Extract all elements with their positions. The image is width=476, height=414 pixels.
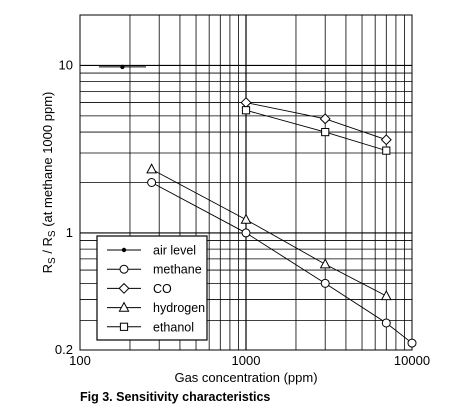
- legend-item-dot: air level: [107, 244, 196, 258]
- legend-label: ethanol: [153, 320, 194, 334]
- legend-label: CO: [153, 282, 172, 296]
- series-line-diamond: [245, 102, 387, 141]
- series-dot: [98, 64, 147, 70]
- data-point-triangle: [240, 213, 252, 224]
- legend-item-diamond: CO: [107, 282, 172, 296]
- series-circle: [147, 178, 417, 348]
- series-diamond: [240, 97, 392, 146]
- x-axis-label: Gas concentration (ppm): [174, 370, 317, 385]
- data-point-diamond: [319, 113, 331, 125]
- y-tick-labels: 0.2 1 10: [55, 57, 73, 357]
- y-label-s1: S: [47, 257, 58, 264]
- data-point-dot: [120, 64, 125, 70]
- data-point-circle: [407, 338, 417, 348]
- plot-frame: [79, 14, 413, 351]
- legend: air level methane CO hydrogen ethanol: [96, 235, 208, 341]
- legend-marker-circle: [119, 264, 129, 274]
- data-point-triangle: [319, 258, 331, 269]
- y-label-rest: (at methane 1000 ppm): [40, 92, 55, 231]
- series-square: [241, 106, 391, 155]
- data-point-circle: [320, 278, 330, 288]
- data-point-square: [321, 127, 330, 137]
- legend-marker-triangle: [118, 301, 130, 312]
- data-point-triangle: [380, 289, 392, 301]
- figure-caption: Fig 3. Sensitivity characteristics: [80, 390, 271, 404]
- x-tick-label: 10000: [394, 353, 430, 368]
- legend-item-square: ethanol: [107, 320, 194, 334]
- data-point-circle: [241, 228, 251, 238]
- series-triangle: [146, 163, 392, 301]
- legend-label: hydrogen: [153, 301, 205, 315]
- y-axis-label: RS / RS (at methane 1000 ppm): [40, 92, 58, 274]
- legend-marker-dot: [121, 247, 127, 253]
- legend-marker-square: [119, 322, 129, 331]
- data-point-square: [241, 106, 251, 115]
- y-label-s2: S: [47, 230, 58, 237]
- legend-label: methane: [153, 263, 202, 277]
- x-tick-labels: 100 1000 10000: [69, 353, 430, 368]
- data-point-triangle: [146, 163, 158, 174]
- y-label-r1: R: [40, 264, 55, 273]
- y-tick-label: 1: [66, 225, 73, 240]
- data-series: [98, 64, 417, 348]
- x-tick-label: 1000: [232, 353, 261, 368]
- legend-item-circle: methane: [107, 263, 202, 277]
- y-tick-label: 10: [59, 57, 73, 72]
- data-point-diamond: [380, 134, 392, 146]
- x-tick-label: 100: [69, 353, 91, 368]
- series-line-square: [245, 109, 387, 152]
- sensitivity-chart: 100 1000 10000 0.2 1 10 air level methane CO hy…: [40, 14, 430, 385]
- legend-marker-diamond: [118, 282, 130, 294]
- y-label-mid: / R: [40, 237, 55, 257]
- data-point-circle: [381, 318, 391, 328]
- series-line-triangle: [151, 168, 387, 297]
- data-point-diamond: [240, 97, 252, 109]
- legend-item-triangle: hydrogen: [107, 301, 205, 315]
- y-tick-label: 0.2: [55, 342, 73, 357]
- data-point-square: [382, 146, 391, 155]
- data-point-circle: [147, 178, 157, 187]
- legend-label: air level: [153, 244, 196, 258]
